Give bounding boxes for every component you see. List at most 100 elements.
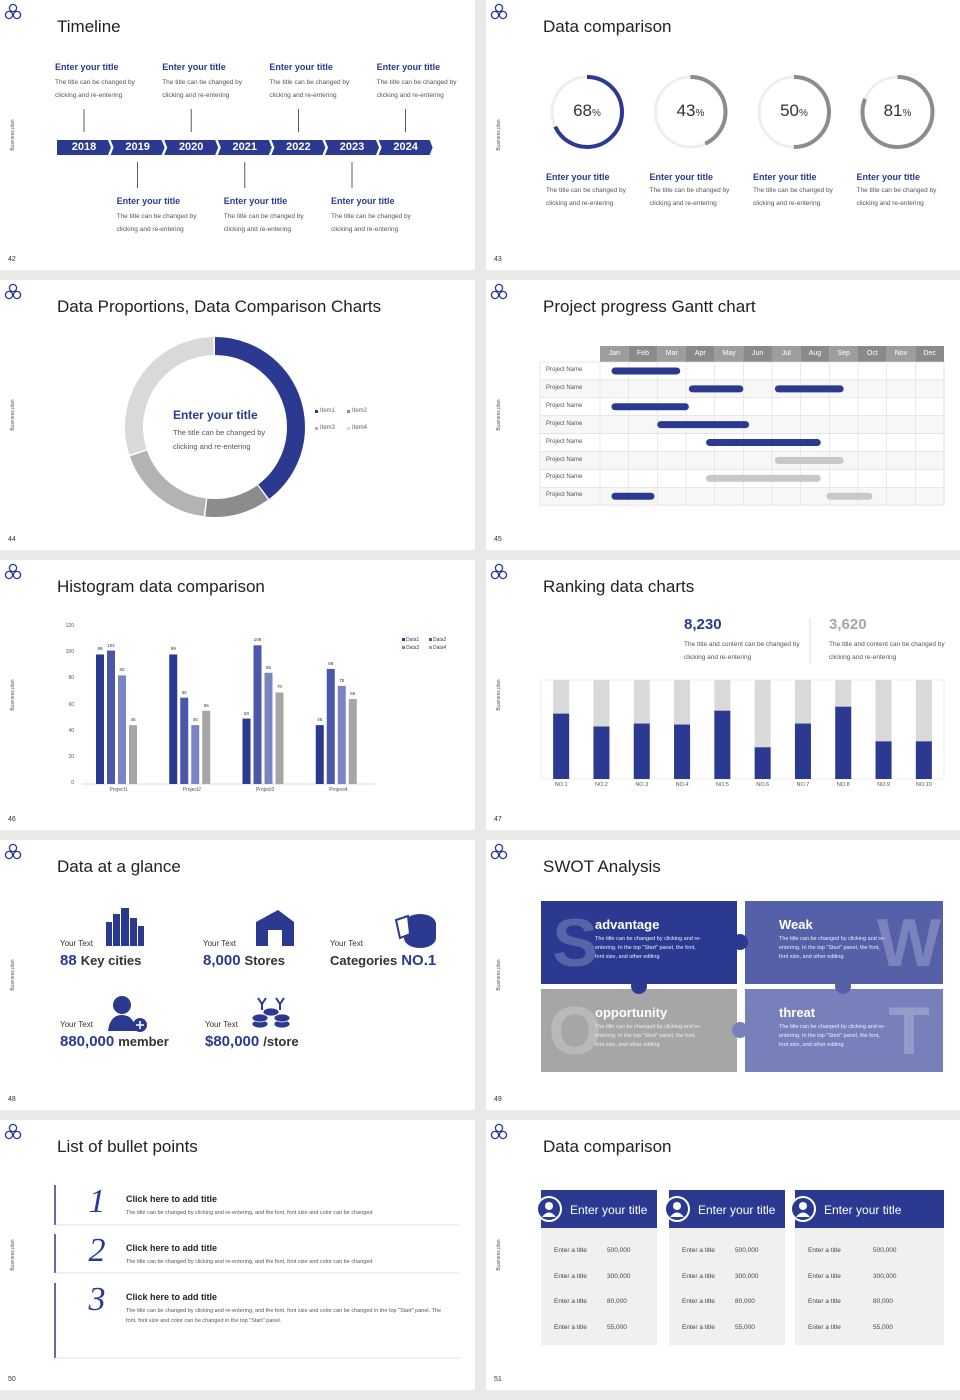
row-value: 500,000: [735, 1247, 759, 1254]
logo: [4, 563, 22, 580]
logo-ring: [4, 290, 14, 300]
logo-ring: [4, 10, 14, 20]
legend-swatch: [347, 410, 350, 413]
logo-ring: [498, 1130, 508, 1140]
icon-part: [273, 1013, 291, 1023]
bullet-number: 2: [88, 1232, 106, 1269]
month-label: Jun: [752, 350, 764, 357]
slide-title: Data comparison: [543, 17, 672, 36]
logo: [4, 3, 22, 20]
slide-graphics: [4, 1123, 460, 1359]
gantt-bar: [611, 367, 681, 375]
item-text: The title can be changed by clicking and…: [223, 213, 304, 233]
row-label: Project Name: [546, 438, 583, 445]
value-label: 56: [203, 702, 209, 708]
row-value: 55,000: [735, 1323, 755, 1331]
item-text: The title can be changed by clicking and…: [856, 187, 937, 207]
value-unit: Stores: [244, 953, 286, 968]
logo-ring: [4, 570, 14, 580]
donut-segment: [125, 337, 305, 517]
value-unit: member: [118, 1034, 169, 1049]
page-number: 49: [494, 1096, 502, 1103]
y-tick-label: 120: [65, 623, 74, 629]
ring-label: 43%: [656, 101, 726, 121]
bar: [275, 692, 284, 784]
row-bg: [539, 397, 945, 417]
item-text: The title can be changed by clicking and…: [753, 187, 833, 207]
row-bg: [539, 361, 945, 381]
logo-ring: [12, 570, 22, 580]
month-label: Aug: [808, 350, 822, 357]
logo-ring: [8, 563, 18, 573]
bar: [264, 672, 273, 784]
icon: [251, 997, 291, 1029]
logo-ring: [8, 3, 18, 13]
value-unit: /store: [263, 1034, 299, 1049]
bullet-title: Click here to add title: [126, 1243, 218, 1253]
row-label: Enter a title: [554, 1323, 587, 1331]
value-label: 83: [119, 667, 125, 673]
bar: [242, 718, 251, 784]
card-header: [795, 1190, 944, 1228]
logo-ring: [490, 850, 500, 860]
bar: [253, 645, 262, 784]
month-label: Nov: [894, 350, 908, 357]
side-label: Business plan: [10, 679, 16, 711]
month-header: [772, 346, 801, 362]
bullet-title: Click here to add title: [126, 1292, 218, 1302]
ring-label: 68%: [552, 101, 622, 121]
value-number: 880,000: [60, 1033, 115, 1050]
month-header: [800, 346, 830, 362]
x-tick-label: Project4: [329, 787, 348, 793]
slide-title: Data comparison: [543, 1137, 672, 1156]
year-segment: [217, 140, 272, 155]
logo: [490, 283, 508, 300]
slide-title: Project progress Gantt chart: [543, 297, 756, 316]
bar: [553, 713, 570, 779]
swot-text: The title can be changed by clicking and…: [595, 1024, 702, 1048]
year-segment: [325, 140, 379, 155]
row-value: 300,000: [607, 1272, 631, 1280]
logo-ring: [498, 570, 508, 580]
logo-ring: [490, 570, 500, 580]
year-segment: [164, 140, 219, 155]
item-title: Enter your title: [376, 62, 441, 72]
row-value: 80,000: [735, 1298, 755, 1305]
y-tick-label: 60: [68, 701, 74, 708]
month-label: Mar: [665, 350, 678, 357]
year-segment: [271, 140, 326, 155]
slide-title: List of bullet points: [57, 1137, 198, 1156]
row-label: Enter a title: [682, 1323, 715, 1331]
item-title: Enter your title: [753, 172, 817, 182]
value-label: 102: [107, 642, 115, 648]
value-label: 99: [97, 646, 103, 652]
y-tick-label: 40: [68, 727, 74, 734]
item-title: Enter your title: [223, 196, 288, 206]
logo-ring: [494, 3, 504, 13]
card-icon-glyph: [670, 1212, 684, 1217]
slide: Business plan 48 Data at a glance Your Text…: [0, 840, 475, 1110]
bar: [118, 675, 126, 784]
bar: [348, 698, 357, 784]
item-text: The title can be changed by clicking and…: [649, 187, 730, 207]
icon-part: [113, 914, 120, 946]
value-label: 106: [253, 637, 262, 643]
value-label: 85: [265, 664, 271, 670]
row-label: Project Name: [546, 492, 583, 499]
item-label: Your Text: [60, 939, 93, 948]
icon-part: [136, 1021, 144, 1029]
swot-title: threat: [779, 1005, 816, 1020]
side-label: Business plan: [10, 399, 16, 431]
bullet-number: 3: [88, 1281, 106, 1318]
logo-ring: [8, 843, 18, 853]
page-number: 45: [494, 536, 502, 543]
gantt-bar: [706, 474, 821, 482]
logo: [490, 3, 508, 20]
slide: Business plan 50 List of bullet points 1 Cli…: [0, 1120, 475, 1390]
legend-label: Data3: [406, 645, 420, 651]
ring-arc: [757, 75, 831, 149]
row-label: Enter a title: [682, 1272, 715, 1280]
bar: [129, 725, 137, 784]
icon: [108, 996, 147, 1032]
ring-arc: [550, 75, 624, 149]
